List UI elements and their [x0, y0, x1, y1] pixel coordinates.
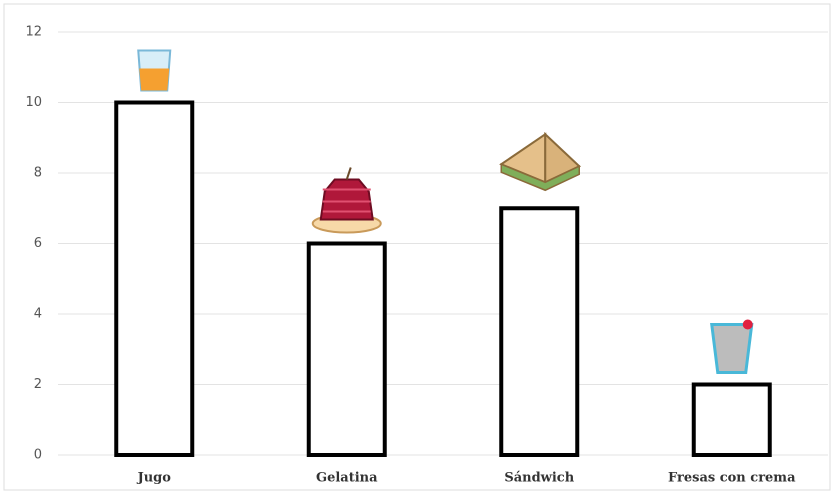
food-icon [710, 319, 754, 374]
food-icon [137, 49, 172, 92]
y-tick-label: 8 [34, 166, 42, 181]
bar [306, 241, 387, 457]
icon-strawberry [742, 319, 753, 330]
x-tick-label: Jugo [137, 471, 172, 486]
x-tick-label: Sándwich [504, 471, 574, 486]
icon-cup [710, 323, 754, 374]
icon-jelly [319, 178, 374, 221]
bar [691, 382, 772, 457]
y-tick-label: 2 [34, 377, 42, 392]
bar [114, 100, 195, 457]
y-tick-label: 12 [25, 25, 42, 40]
bar [499, 206, 580, 457]
x-tick-label: Fresas con crema [668, 471, 796, 486]
icon-juice [139, 68, 170, 91]
y-tick-label: 6 [34, 236, 42, 251]
x-tick-label: Gelatina [316, 471, 378, 486]
y-tick-label: 10 [25, 95, 42, 110]
food-icon [311, 167, 382, 234]
y-tick-label: 4 [34, 307, 42, 322]
icon-filling [500, 163, 580, 192]
food-icon [499, 131, 582, 192]
y-tick-label: 0 [34, 448, 42, 463]
icon-stem [345, 167, 352, 180]
